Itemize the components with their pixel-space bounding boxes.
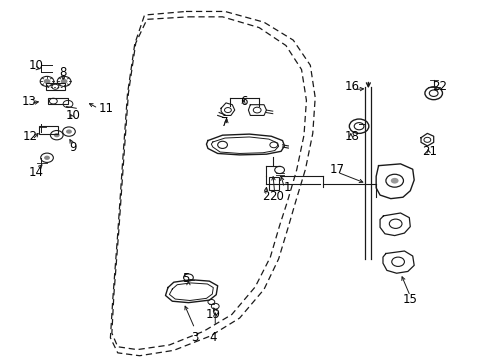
Text: 16: 16 <box>344 80 359 93</box>
Circle shape <box>66 130 72 134</box>
Text: 7: 7 <box>221 116 228 129</box>
Text: 20: 20 <box>268 190 283 203</box>
Text: 6: 6 <box>239 95 247 108</box>
Text: 22: 22 <box>431 80 446 93</box>
Circle shape <box>61 79 67 84</box>
Bar <box>48 98 68 104</box>
Circle shape <box>43 79 50 84</box>
Text: 11: 11 <box>98 102 113 115</box>
Text: 1: 1 <box>283 181 290 194</box>
Text: 17: 17 <box>329 163 344 176</box>
Text: 8: 8 <box>60 66 67 79</box>
Circle shape <box>44 156 50 160</box>
Text: 14: 14 <box>28 166 43 179</box>
Text: 9: 9 <box>69 141 77 154</box>
Text: 2: 2 <box>261 190 269 203</box>
Circle shape <box>54 133 60 137</box>
Text: 10: 10 <box>65 109 80 122</box>
Bar <box>39 126 58 134</box>
Text: 12: 12 <box>22 130 38 144</box>
Text: 21: 21 <box>422 145 436 158</box>
Bar <box>45 83 65 90</box>
Text: 4: 4 <box>209 331 216 344</box>
Text: 19: 19 <box>205 308 220 321</box>
Text: 3: 3 <box>191 331 198 344</box>
Bar <box>268 177 278 190</box>
Text: 18: 18 <box>344 130 359 144</box>
Circle shape <box>390 178 398 184</box>
Text: 10: 10 <box>29 59 43 72</box>
Text: 13: 13 <box>21 95 36 108</box>
Text: 15: 15 <box>402 293 417 306</box>
Text: 5: 5 <box>182 272 189 285</box>
